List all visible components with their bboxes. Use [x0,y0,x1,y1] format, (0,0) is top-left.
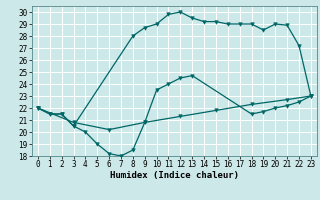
X-axis label: Humidex (Indice chaleur): Humidex (Indice chaleur) [110,171,239,180]
